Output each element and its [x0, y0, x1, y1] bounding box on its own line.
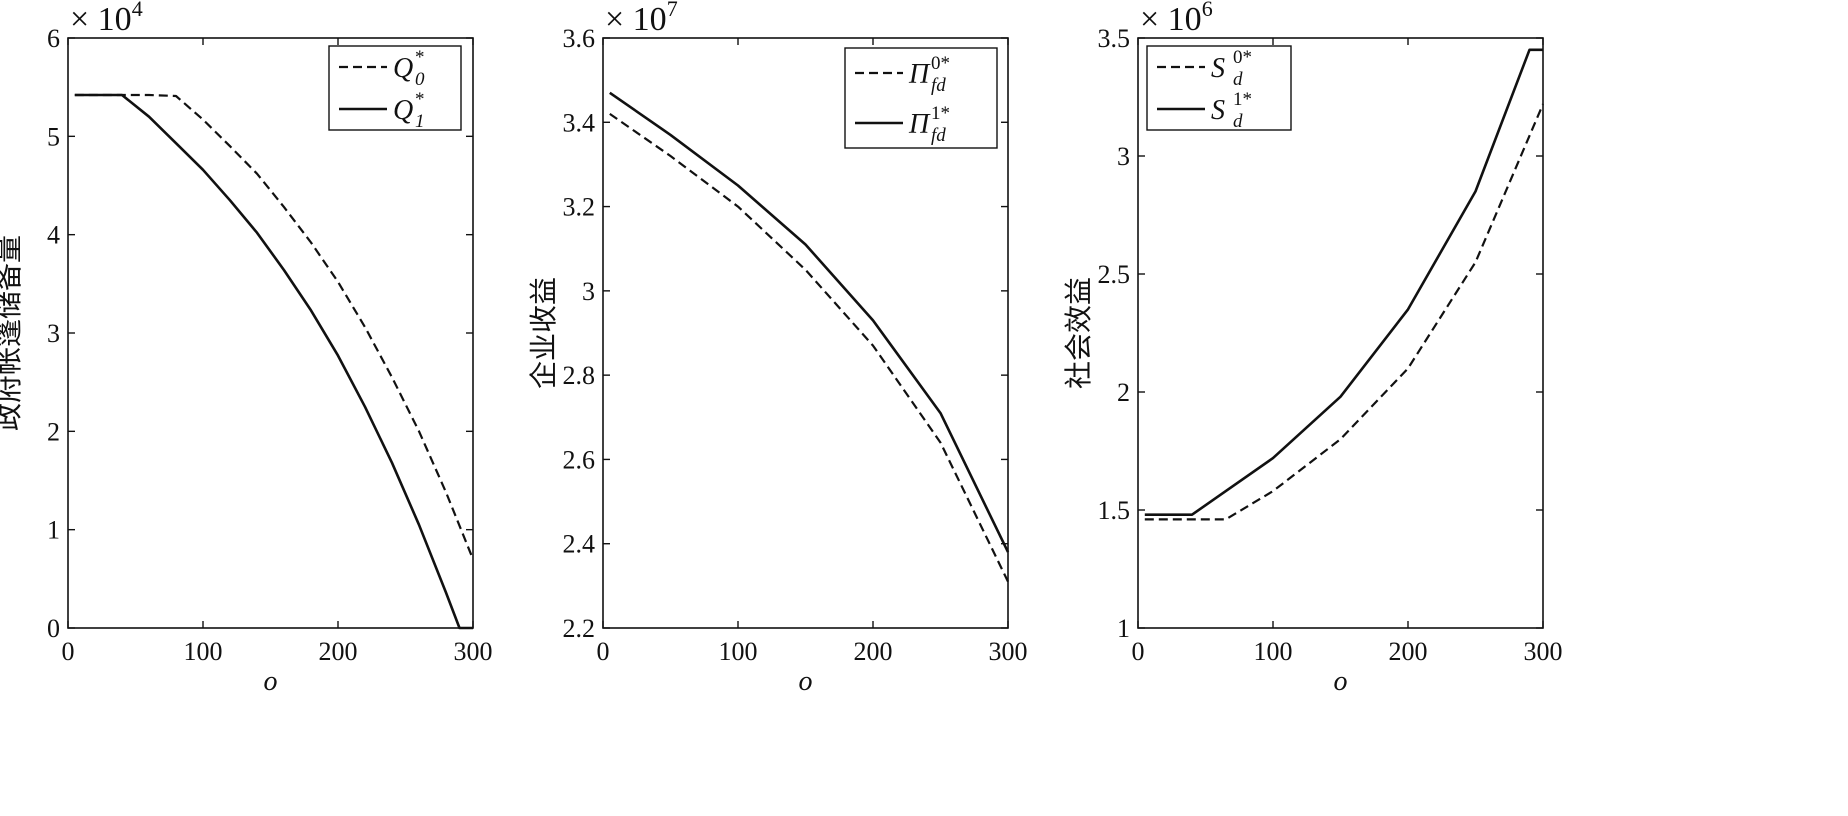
- legend-box: [328, 45, 462, 131]
- legend-label-sub: fd: [931, 125, 946, 146]
- y-tick-label: 3.6: [563, 24, 596, 53]
- y-tick-label: 3: [47, 319, 60, 348]
- y-axis-label: 企业收益: [528, 277, 560, 389]
- legend-box: [844, 47, 998, 149]
- legend-label-sub: fd: [931, 75, 946, 96]
- y-tick-label: 2: [1117, 378, 1130, 407]
- y-tick-label: 3: [582, 277, 595, 306]
- legend-label-sup: 1*: [931, 103, 950, 124]
- series-line-1: [1144, 103, 1545, 521]
- x-tick-label: 300: [1524, 637, 1563, 666]
- y-tick-label: 3: [1117, 142, 1130, 171]
- x-tick-label: 100: [1254, 637, 1293, 666]
- legend-label-2: Q: [393, 95, 413, 126]
- legend-label-sup: *: [415, 89, 425, 110]
- y-tick-label: 2.8: [563, 361, 596, 390]
- legend-box: [1146, 45, 1292, 131]
- x-axis-label: o: [1334, 666, 1348, 697]
- legend-label-sup: *: [415, 47, 425, 68]
- series-line-2: [609, 91, 1010, 553]
- series-line-1: [74, 93, 475, 560]
- legend-label-1: S: [1211, 53, 1225, 84]
- plot-frame: [602, 37, 1009, 629]
- legend: Q *0Q *1: [328, 45, 462, 132]
- y-axis-label: 社会效益: [1063, 277, 1095, 389]
- legend: Π 0*fdΠ 1*fd: [844, 47, 998, 149]
- y-tick-label: 2.2: [563, 614, 596, 643]
- y-tick-label: 5: [47, 122, 60, 151]
- legend-label-sub: 0: [415, 69, 425, 90]
- x-axis-label: o: [799, 666, 813, 697]
- y-tick-label: 2.4: [563, 530, 596, 559]
- x-tick-label: 300: [454, 637, 493, 666]
- chart-panel-2: 0 100 200 300 2.2 2.4 2.6 2.8 3 3.2 3.4 3.6 × 107 o 企业…: [528, 0, 1028, 697]
- y-tick-label: 1: [47, 516, 60, 545]
- y-tick-label: 2: [47, 417, 60, 446]
- x-tick-label: 200: [854, 637, 893, 666]
- y-tick-label: 2.5: [1098, 260, 1131, 289]
- axis-multiplier: × 104: [70, 0, 143, 38]
- series-line-1: [609, 112, 1009, 583]
- y-tick-label: 1.5: [1098, 496, 1131, 525]
- x-tick-label: 200: [1389, 637, 1428, 666]
- legend-label-2: S: [1211, 95, 1225, 126]
- y-tick-label: 3.4: [563, 108, 596, 137]
- y-tick-label: 6: [47, 24, 60, 53]
- y-axis-label: 政府帐篷储备量: [0, 235, 25, 431]
- x-tick-label: 0: [1132, 637, 1145, 666]
- legend-label-sub: d: [1233, 111, 1243, 132]
- x-tick-label: 0: [62, 637, 75, 666]
- series-line-2: [74, 93, 473, 630]
- legend-label-sub: 1: [415, 111, 425, 132]
- legend-label-1: Q: [393, 53, 413, 84]
- plot-frame: [1137, 37, 1544, 629]
- x-tick-label: 200: [319, 637, 358, 666]
- legend-label-sup: 0*: [931, 53, 950, 74]
- y-tick-label: 1: [1117, 614, 1130, 643]
- x-tick-label: 100: [184, 637, 223, 666]
- y-tick-label: 4: [47, 221, 60, 250]
- x-axis-label: o: [264, 666, 278, 697]
- x-tick-label: 0: [597, 637, 610, 666]
- x-tick-label: 100: [719, 637, 758, 666]
- legend-label-sup: 0*: [1233, 47, 1252, 68]
- y-tick-label: 2.6: [563, 445, 596, 474]
- x-tick-label: 300: [989, 637, 1028, 666]
- axis-multiplier: × 106: [1140, 0, 1213, 38]
- legend-label-sup: 1*: [1233, 89, 1252, 110]
- axis-multiplier: × 107: [605, 0, 678, 38]
- legend-label-2: Π: [908, 109, 931, 140]
- series-line-2: [1144, 48, 1543, 517]
- legend-label-1: Π: [908, 59, 931, 90]
- legend-label-sub: d: [1233, 69, 1243, 90]
- y-tick-label: 0: [47, 614, 60, 643]
- y-tick-label: 3.5: [1098, 24, 1131, 53]
- y-tick-label: 3.2: [563, 193, 596, 222]
- legend: S 0*dS 1*d: [1146, 45, 1292, 132]
